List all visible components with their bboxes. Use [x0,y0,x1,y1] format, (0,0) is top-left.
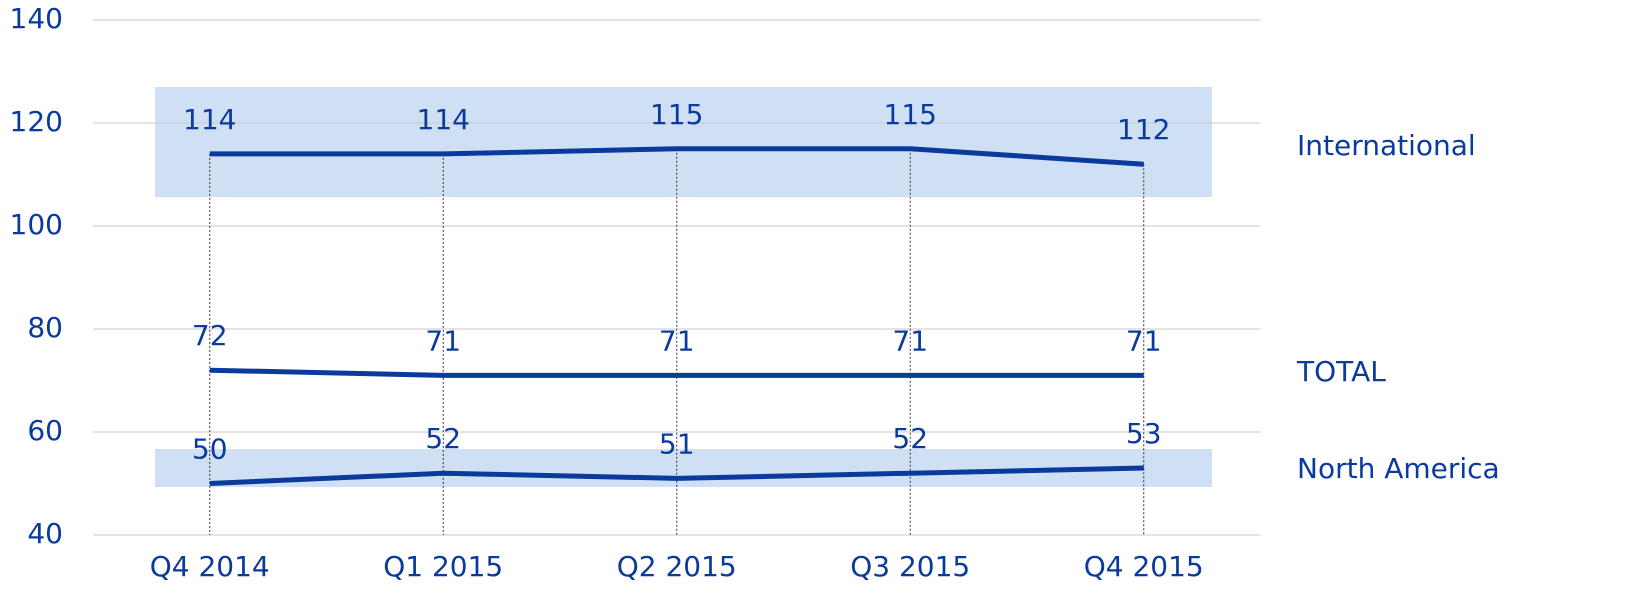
data-label: 52 [892,422,928,455]
data-label: 71 [425,324,461,357]
series [209,146,1144,486]
data-label: 115 [650,98,703,131]
x-tick-label: Q3 2015 [850,550,970,583]
series-line [209,367,1144,378]
y-tick-label: 100 [10,208,63,241]
y-tick-label: 140 [10,2,63,35]
data-label: 72 [192,319,228,352]
data-label: 112 [1117,113,1170,146]
data-label: 114 [417,103,470,136]
data-label: 52 [425,422,461,455]
x-tick-label: Q4 2014 [150,550,270,583]
data-label: 71 [659,324,695,357]
y-tick-label: 60 [27,414,63,447]
y-tick-label: 120 [10,105,63,138]
data-label: 115 [884,98,937,131]
series-label: TOTAL [1296,355,1386,388]
data-label: 71 [892,324,928,357]
x-tick-label: Q1 2015 [383,550,503,583]
series-label: International [1297,129,1476,162]
x-tick-label: Q2 2015 [617,550,737,583]
data-label: 51 [659,427,695,460]
series-label: North America [1297,452,1500,485]
data-label: 50 [192,433,228,466]
data-label: 114 [183,103,236,136]
series-line [209,146,1144,167]
data-label: 71 [1126,324,1162,357]
x-tick-label: Q4 2015 [1084,550,1204,583]
data-label: 53 [1126,417,1162,450]
highlight-band [155,87,1212,197]
y-tick-label: 40 [27,517,63,550]
y-tick-label: 80 [27,311,63,344]
series-line [209,465,1144,486]
